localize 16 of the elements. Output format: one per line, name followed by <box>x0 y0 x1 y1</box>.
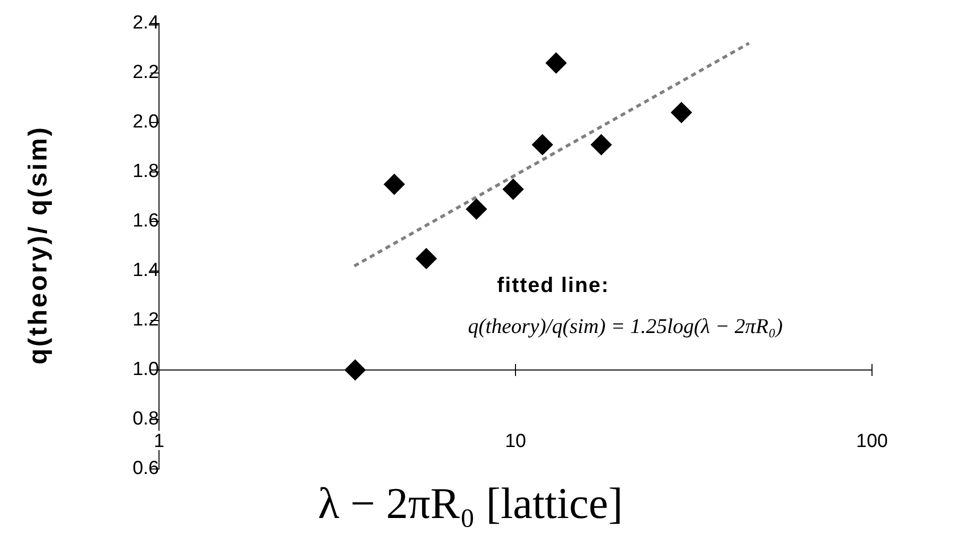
y-tick-label: 2.4 <box>132 12 160 34</box>
annotation: fitted line: <box>497 274 610 298</box>
y-tick-label: 1.4 <box>132 260 160 282</box>
y-tick-label: 1.8 <box>132 161 159 182</box>
x-tick-label: 10 <box>504 431 526 452</box>
y-axis-title: q(theory)/ q(sim) <box>22 125 54 365</box>
y-tick-label: 1.0 <box>132 359 159 380</box>
x-tick-label: 100 <box>856 431 888 452</box>
y-tick-label: 1.2 <box>132 310 159 331</box>
y-tick-label: 0.6 <box>132 458 159 480</box>
annotation: q(theory)/q(sim) = 1.25log(λ − 2πR₀) <box>468 314 783 339</box>
y-tick-label: 2.0 <box>132 112 159 133</box>
y-tick-label: 0.8 <box>132 408 159 430</box>
x-axis-title: λ − 2πR₀ [lattice] <box>318 478 623 529</box>
y-tick-label: 1.6 <box>132 210 159 232</box>
y-tick-label: 2.2 <box>132 62 159 84</box>
